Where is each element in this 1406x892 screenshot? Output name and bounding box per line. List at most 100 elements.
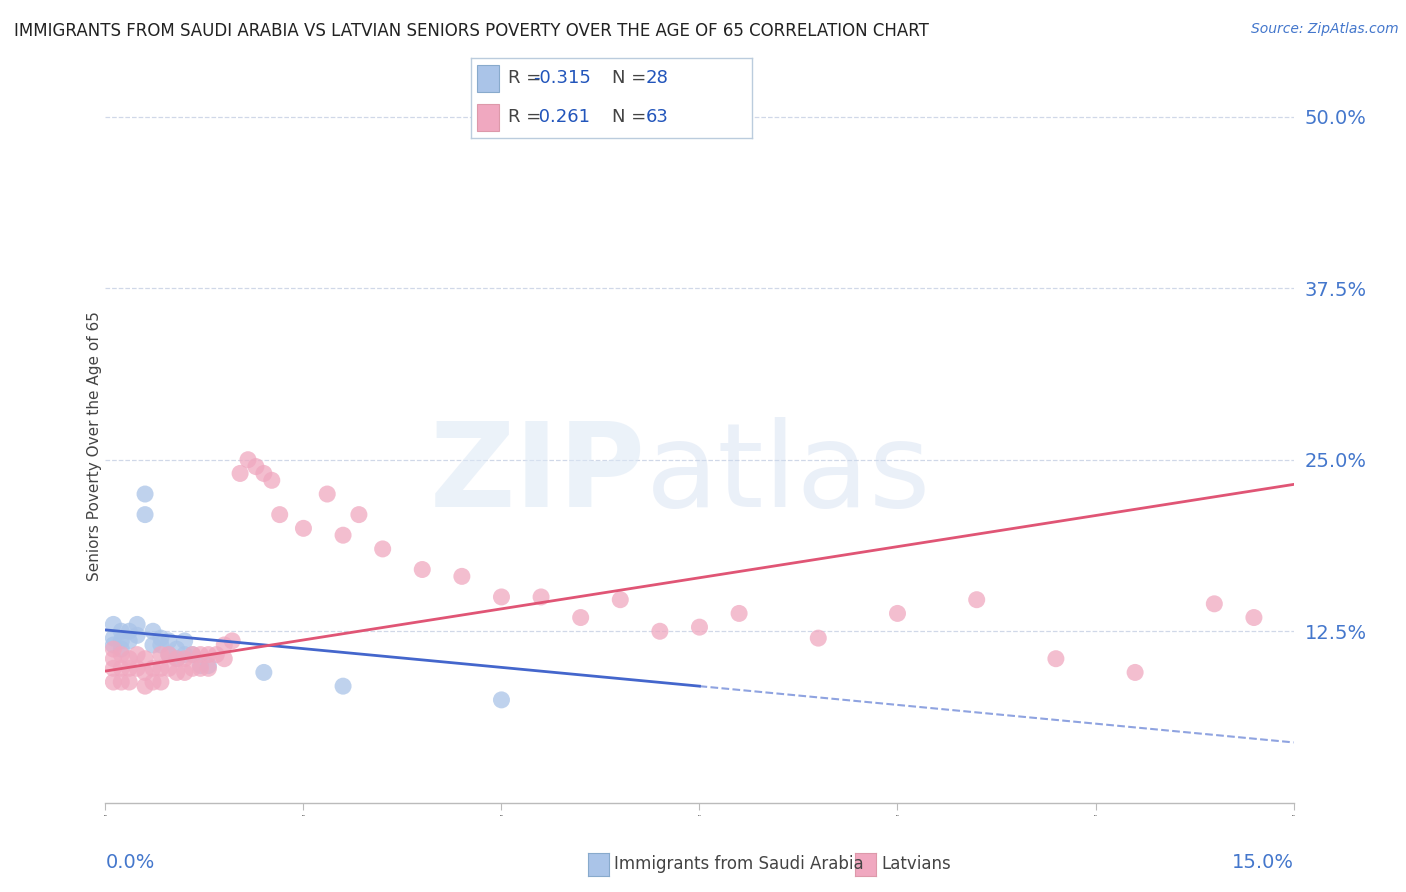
Point [569,610,592,624]
Point [214,651,236,665]
Point [886,607,908,621]
Point [127,628,149,642]
Point [134,679,156,693]
Point [110,633,132,648]
Point [530,590,553,604]
Point [347,508,370,522]
Point [110,624,132,639]
Point [966,592,988,607]
Point [103,642,125,657]
Point [149,631,172,645]
Text: R =: R = [508,109,547,127]
Point [118,675,141,690]
Point [127,661,149,675]
Point [1123,665,1146,680]
Point [134,508,156,522]
Point [292,521,315,535]
Text: -0.315: -0.315 [533,69,591,87]
Point [728,607,751,621]
Point [127,617,149,632]
Point [134,651,156,665]
Point [157,648,180,662]
Point [142,624,165,639]
Point [134,487,156,501]
Point [118,624,141,639]
Point [103,631,125,645]
Point [103,617,125,632]
Point [166,651,188,665]
Point [103,661,125,675]
Point [173,665,195,680]
Point [205,648,228,662]
Point [149,638,172,652]
Point [648,624,671,639]
Point [181,648,204,662]
Point [181,661,204,675]
Text: Latvians: Latvians [882,855,952,873]
Point [1243,610,1265,624]
Point [166,651,188,665]
Point [253,665,276,680]
Point [190,661,212,675]
Point [142,638,165,652]
Point [1204,597,1226,611]
Point [807,631,830,645]
Point [253,467,276,481]
Text: 63: 63 [645,109,668,127]
Text: Immigrants from Saudi Arabia: Immigrants from Saudi Arabia [614,855,865,873]
Point [450,569,472,583]
Text: N =: N = [612,109,651,127]
Point [609,592,631,607]
Text: 0.261: 0.261 [533,109,591,127]
Point [229,467,252,481]
Text: N =: N = [612,69,651,87]
FancyBboxPatch shape [477,65,499,92]
Point [332,528,354,542]
FancyBboxPatch shape [477,103,499,131]
Point [181,648,204,662]
Point [197,648,219,662]
Text: 28: 28 [645,69,668,87]
Point [110,661,132,675]
Point [173,633,195,648]
Point [149,648,172,662]
Text: ZIP: ZIP [430,417,645,532]
Point [245,459,267,474]
Text: 0.0%: 0.0% [105,853,155,871]
Point [166,665,188,680]
Text: Source: ZipAtlas.com: Source: ZipAtlas.com [1251,22,1399,37]
Point [214,638,236,652]
Point [173,651,195,665]
Point [689,620,711,634]
Text: 15.0%: 15.0% [1232,853,1294,871]
Point [197,661,219,675]
Text: IMMIGRANTS FROM SAUDI ARABIA VS LATVIAN SENIORS POVERTY OVER THE AGE OF 65 CORRE: IMMIGRANTS FROM SAUDI ARABIA VS LATVIAN … [14,22,929,40]
Point [1045,651,1067,665]
Text: R =: R = [508,69,547,87]
Point [173,648,195,662]
Point [491,693,513,707]
Point [166,642,188,657]
Point [221,633,243,648]
Point [103,675,125,690]
Point [142,675,165,690]
Point [269,508,291,522]
Point [103,651,125,665]
Point [118,661,141,675]
Point [149,661,172,675]
Point [149,675,172,690]
Y-axis label: Seniors Poverty Over the Age of 65: Seniors Poverty Over the Age of 65 [87,311,101,581]
Point [316,487,339,501]
Point [157,661,180,675]
Point [110,642,132,657]
Point [157,633,180,648]
Point [190,648,212,662]
Point [371,541,394,556]
Text: atlas: atlas [645,417,931,532]
Point [332,679,354,693]
Point [411,562,433,576]
Point [118,651,141,665]
Point [110,648,132,662]
Point [110,675,132,690]
Point [197,658,219,673]
